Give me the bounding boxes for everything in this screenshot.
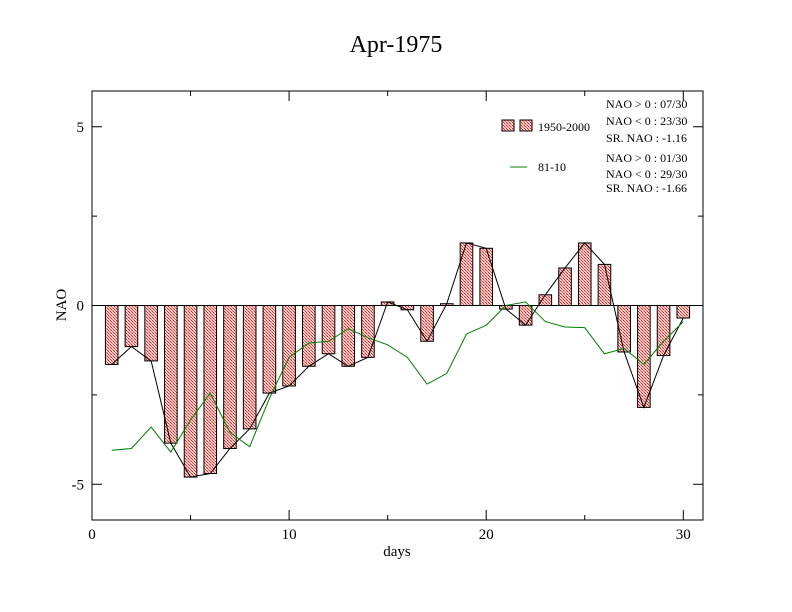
series-line-81-10 — [111, 301, 684, 453]
bar-day-25 — [577, 242, 592, 307]
y-tick-label: 0 — [77, 299, 85, 315]
chart-title: Apr-1975 — [350, 32, 443, 58]
bar-day-5 — [183, 305, 198, 478]
legend-swatch-bar-left — [501, 119, 515, 132]
bar-day-13 — [341, 305, 356, 367]
x-tick-label: 20 — [479, 527, 494, 543]
bar-day-14 — [361, 305, 375, 358]
bar-day-30 — [676, 305, 691, 319]
annotation-block2-line1: NAO > 0 : 01/30 — [606, 151, 687, 165]
annotation-block2-line3: SR. NAO : -1.66 — [606, 181, 687, 195]
annotation-block1-line3: SR. NAO : -1.16 — [606, 131, 687, 145]
legend-label-bars: 1950-2000 — [538, 120, 590, 134]
bar-day-12 — [321, 305, 336, 355]
legend: 1950-2000 81-10 NAO > 0 : 07/30 NAO < 0 … — [501, 97, 687, 195]
bar-day-7 — [223, 305, 237, 449]
annotation-block1-line1: NAO > 0 : 07/30 — [606, 97, 687, 111]
bar-day-22 — [518, 305, 533, 326]
bar-day-11 — [302, 305, 316, 367]
annotation-block2-line2: NAO < 0 : 29/30 — [606, 167, 687, 181]
bar-day-20 — [479, 247, 493, 307]
bar-day-3 — [144, 305, 158, 362]
bar-day-27 — [617, 305, 631, 353]
bar-day-17 — [420, 305, 434, 342]
bar-day-1 — [104, 305, 119, 365]
x-tick-label: 0 — [88, 527, 96, 543]
legend-label-line: 81-10 — [538, 160, 566, 174]
x-axis-label: days — [383, 544, 411, 560]
annotation-block1-line2: NAO < 0 : 23/30 — [606, 114, 687, 128]
legend-swatch-bar-right — [519, 119, 533, 132]
bar-day-9 — [262, 305, 277, 394]
bar-day-4 — [164, 305, 178, 444]
bar-day-19 — [459, 242, 474, 307]
y-tick-label: -5 — [72, 477, 85, 493]
bar-day-28 — [637, 305, 651, 408]
x-tick-label: 10 — [282, 527, 297, 543]
bar-day-2 — [124, 305, 139, 348]
bar-series-line — [111, 242, 684, 478]
x-tick-label: 30 — [676, 527, 691, 543]
y-tick-label: 5 — [77, 120, 85, 136]
y-axis-label: NAO — [54, 289, 70, 322]
bar-day-6 — [203, 305, 218, 475]
bar-day-23 — [538, 294, 553, 306]
bar-day-8 — [242, 305, 257, 430]
bar-day-10 — [282, 305, 296, 387]
